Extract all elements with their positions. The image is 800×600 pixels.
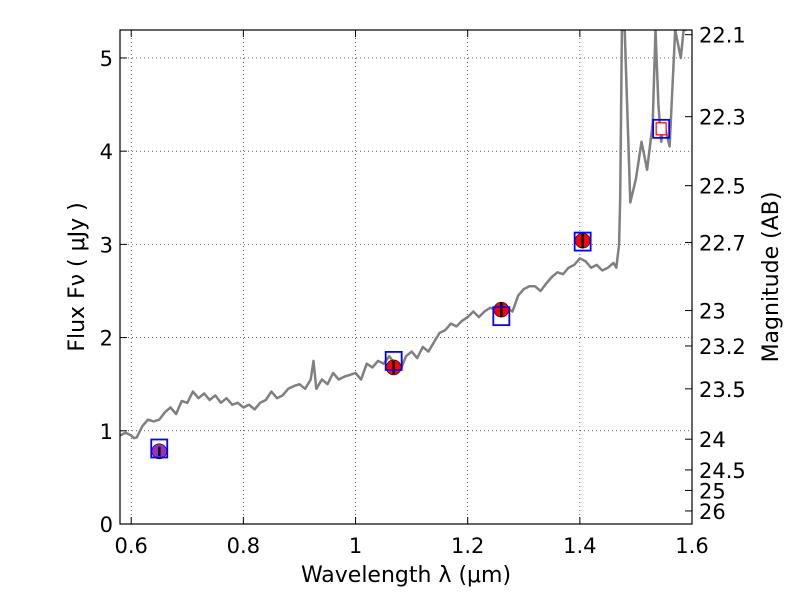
axis-ticks	[120, 30, 693, 525]
y-tick-label: 1	[100, 420, 113, 444]
y2-tick-label: 25	[699, 479, 726, 503]
model-photometry-inner-box	[655, 122, 667, 136]
x-tick-label: 0.6	[115, 534, 148, 558]
model-photometry-box	[652, 118, 671, 139]
y2-axis-title: Magnitude (AB)	[759, 192, 784, 363]
y2-tick-label: 23	[699, 300, 726, 324]
model-photometry-box	[384, 350, 403, 371]
y2-tick-label: 24	[699, 428, 726, 452]
plot-frame	[119, 29, 693, 525]
x-tick-label: 1.2	[451, 534, 484, 558]
model-photometry-box	[492, 306, 511, 327]
y-tick-label: 3	[100, 233, 113, 257]
x-tick-label: 1.6	[675, 534, 708, 558]
x-tick-label: 1	[349, 534, 362, 558]
y2-tick-label: 24.5	[699, 459, 746, 483]
y2-tick-label: 26	[699, 500, 726, 524]
grid-lines	[120, 30, 693, 525]
y2-tick-label: 22.1	[699, 24, 746, 48]
model-photometry-box	[573, 231, 592, 252]
y2-tick-label: 22.5	[699, 175, 746, 199]
y2-tick-label: 23.2	[699, 335, 746, 359]
y2-tick-label: 23.5	[699, 378, 746, 402]
y2-tick-label: 22.7	[699, 232, 746, 256]
y-tick-label: 5	[100, 47, 113, 71]
model-photometry-box	[150, 438, 169, 459]
y2-tick-label: 22.3	[699, 106, 746, 130]
x-tick-label: 0.8	[227, 534, 260, 558]
y-tick-label: 0	[100, 513, 113, 537]
x-tick-label: 1.4	[563, 534, 596, 558]
photometry-points	[150, 118, 671, 460]
y-axis-title: Flux Fν ( μJy )	[65, 202, 90, 351]
model-spectrum-line	[120, 30, 687, 440]
y-tick-label: 2	[100, 327, 113, 351]
x-axis-title: Wavelength λ (μm)	[301, 563, 511, 588]
plot-area	[120, 30, 687, 440]
y-tick-label: 4	[100, 140, 113, 164]
tick-labels: 0.6 0.8 1 1.2 1.4 1.601234522.122.322.522.723…	[100, 24, 746, 558]
